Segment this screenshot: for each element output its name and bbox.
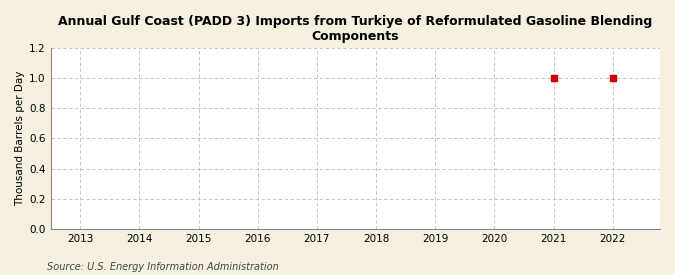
Y-axis label: Thousand Barrels per Day: Thousand Barrels per Day [15,71,25,206]
Point [548,76,559,81]
Title: Annual Gulf Coast (PADD 3) Imports from Turkiye of Reformulated Gasoline Blendin: Annual Gulf Coast (PADD 3) Imports from … [58,15,653,43]
Text: Source: U.S. Energy Information Administration: Source: U.S. Energy Information Administ… [47,262,279,272]
Point [608,76,618,81]
